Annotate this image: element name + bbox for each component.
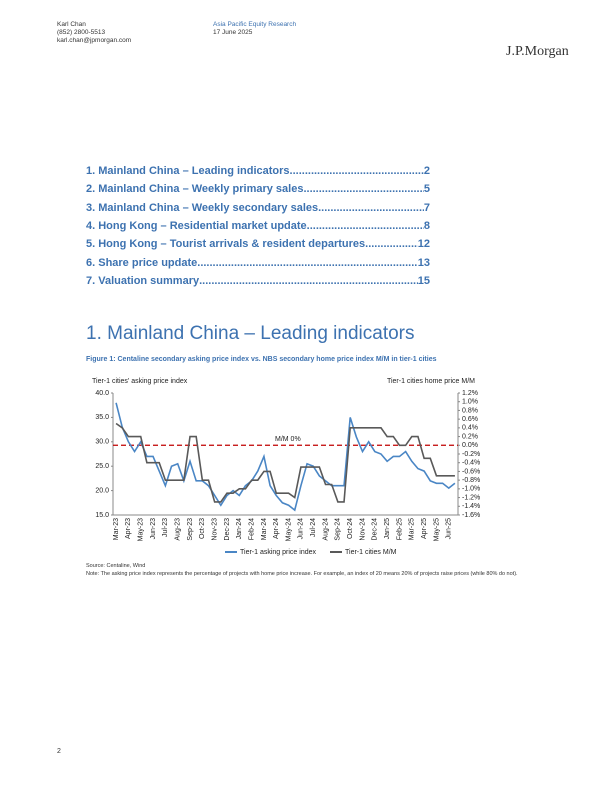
toc-page: 2 bbox=[423, 165, 430, 177]
toc-page: 13 bbox=[417, 256, 430, 269]
toc-entry[interactable]: 5. Hong Kong – Tourist arrivals & reside… bbox=[86, 238, 430, 251]
toc-leader bbox=[318, 202, 424, 215]
y2-tick-label: -0.8% bbox=[462, 477, 480, 484]
y2-tick-label: 0.8% bbox=[462, 407, 478, 414]
x-tick-label: Jul-23 bbox=[162, 518, 169, 537]
date: 17 June 2025 bbox=[213, 29, 253, 36]
toc-entry[interactable]: 3. Mainland China – Weekly secondary sal… bbox=[86, 202, 430, 215]
y-axis-title: Tier-1 cities' asking price index bbox=[92, 378, 188, 385]
x-tick-label: Oct-24 bbox=[347, 518, 354, 539]
y2-axis-title: Tier-1 cities home price M/M bbox=[387, 378, 475, 385]
figure-title: Figure 1: Centaline secondary asking pri… bbox=[86, 356, 437, 363]
y2-tick-label: -0.4% bbox=[462, 460, 480, 467]
x-tick-label: Jan-25 bbox=[384, 518, 391, 540]
x-tick-label: Jun-24 bbox=[298, 518, 305, 540]
x-tick-label: Apr-25 bbox=[421, 518, 428, 539]
series-line bbox=[115, 422, 455, 503]
x-tick-label: May-23 bbox=[138, 518, 145, 541]
toc-leader bbox=[199, 275, 418, 288]
toc-text: 6. Share price update bbox=[86, 256, 198, 269]
toc-leader bbox=[365, 238, 418, 251]
y-tick-label: 40.0 bbox=[95, 390, 109, 397]
toc-page: 7 bbox=[423, 201, 430, 214]
toc-entry[interactable]: 4. Hong Kong – Residential market update… bbox=[86, 220, 430, 233]
page-number: 2 bbox=[57, 748, 61, 755]
x-tick-label: Mar-23 bbox=[113, 518, 120, 540]
toc-leader bbox=[303, 183, 423, 196]
x-tick-label: Jan-24 bbox=[236, 518, 243, 540]
y2-tick-label: 0.6% bbox=[462, 416, 478, 423]
y2-tick-label: -1.2% bbox=[462, 494, 480, 501]
y-tick-label: 20.0 bbox=[95, 487, 109, 494]
y2-tick-label: -1.4% bbox=[462, 503, 480, 510]
toc-entry[interactable]: 6. Share price update 13 bbox=[86, 257, 430, 270]
x-tick-label: Sep-24 bbox=[335, 518, 342, 541]
section-title: 1. Mainland China – Leading indicators bbox=[86, 323, 415, 344]
y-tick-label: 15.0 bbox=[95, 512, 109, 519]
research: Asia Pacific Equity Research bbox=[213, 21, 297, 28]
toc-text: 5. Hong Kong – Tourist arrivals & reside… bbox=[86, 238, 366, 251]
toc-text: 3. Mainland China – Weekly secondary sal… bbox=[86, 201, 319, 214]
series-line bbox=[115, 402, 456, 512]
y-tick-label: 30.0 bbox=[95, 439, 109, 446]
x-tick-label: Dec-23 bbox=[224, 518, 231, 541]
toc-entry[interactable]: 7. Valuation summary 15 bbox=[86, 275, 430, 288]
y2-tick-label: 1.2% bbox=[462, 390, 478, 397]
y2-tick-label: -0.6% bbox=[462, 468, 480, 475]
toc-entry[interactable]: 2. Mainland China – Weekly primary sales… bbox=[86, 183, 430, 196]
x-tick-label: Dec-24 bbox=[372, 518, 379, 541]
toc-leader bbox=[197, 257, 417, 270]
toc-text: 7. Valuation summary bbox=[86, 274, 200, 287]
y-tick-label: 35.0 bbox=[95, 414, 109, 421]
x-tick-label: Mar-24 bbox=[261, 518, 268, 540]
y2-tick-label: 0.0% bbox=[462, 442, 478, 449]
x-tick-label: Apr-24 bbox=[273, 518, 280, 539]
toc-page: 15 bbox=[417, 274, 430, 287]
x-tick-label: Nov-23 bbox=[211, 518, 218, 541]
x-tick-label: Feb-25 bbox=[396, 518, 403, 540]
legend-label: Tier-1 asking price index bbox=[240, 549, 316, 556]
toc-page: 12 bbox=[417, 238, 430, 251]
y2-tick-label: 0.2% bbox=[462, 433, 478, 440]
legend-label: Tier-1 cities M/M bbox=[345, 549, 397, 556]
toc-text: 1. Mainland China – Leading indicators bbox=[86, 165, 290, 177]
author: Karl Chan bbox=[57, 21, 86, 28]
toc-entry[interactable]: 1. Mainland China – Leading indicators 2 bbox=[86, 165, 430, 178]
y2-tick-label: -1.0% bbox=[462, 486, 480, 493]
x-tick-label: Nov-24 bbox=[359, 518, 366, 541]
x-tick-label: Jun-23 bbox=[150, 518, 157, 540]
y2-tick-label: -0.2% bbox=[462, 451, 480, 458]
y2-tick-label: 1.0% bbox=[462, 399, 478, 406]
email: karl.chan@jpmorgan.com bbox=[57, 37, 132, 44]
logo: J.P.Morgan bbox=[506, 44, 569, 59]
toc-text: 4. Hong Kong – Residential market update bbox=[86, 219, 307, 232]
x-tick-label: Mar-25 bbox=[409, 518, 416, 540]
x-tick-label: Aug-23 bbox=[175, 518, 182, 541]
toc-leader bbox=[290, 165, 424, 178]
toc-page: 8 bbox=[423, 219, 430, 232]
reference-label: M/M 0% bbox=[275, 436, 301, 443]
x-tick-label: Apr-23 bbox=[125, 518, 132, 539]
x-tick-label: Jul-24 bbox=[310, 518, 317, 537]
toc-text: 2. Mainland China – Weekly primary sales bbox=[86, 183, 304, 196]
toc-leader bbox=[307, 220, 424, 233]
x-tick-label: Aug-24 bbox=[322, 518, 329, 541]
phone: (852) 2800-5513 bbox=[57, 29, 106, 36]
x-tick-label: Jun-25 bbox=[446, 518, 453, 540]
x-tick-label: May-24 bbox=[285, 518, 292, 541]
x-tick-label: Feb-24 bbox=[248, 518, 255, 540]
toc-page: 5 bbox=[423, 183, 430, 196]
note: Note: The asking price index represents … bbox=[86, 571, 518, 577]
y2-tick-label: 0.4% bbox=[462, 425, 478, 432]
source: Source: Centaline, Wind bbox=[86, 563, 146, 569]
chart: Tier-1 cities' asking price index Tier-1… bbox=[92, 378, 480, 556]
x-tick-label: Sep-23 bbox=[187, 518, 194, 541]
y2-tick-label: -1.6% bbox=[462, 512, 480, 519]
y-tick-label: 25.0 bbox=[95, 463, 109, 470]
x-tick-label: May-25 bbox=[433, 518, 440, 541]
x-tick-label: Oct-23 bbox=[199, 518, 206, 539]
